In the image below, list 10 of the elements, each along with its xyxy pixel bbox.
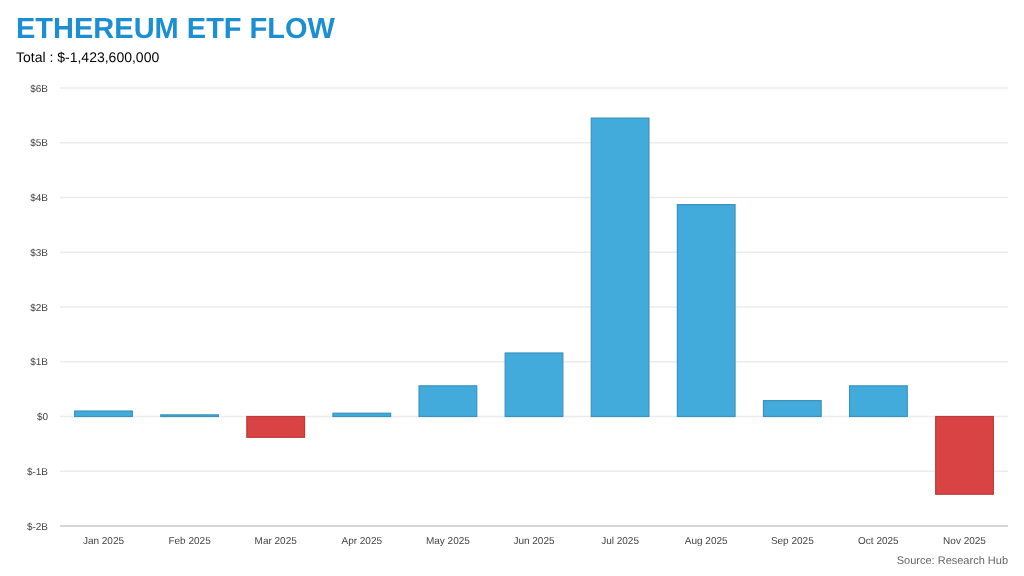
bar bbox=[590, 117, 650, 418]
bar bbox=[676, 204, 736, 418]
bar bbox=[74, 410, 133, 418]
chart-title: ETHEREUM ETF FLOW bbox=[16, 14, 336, 46]
bar bbox=[762, 400, 822, 418]
bar bbox=[246, 415, 306, 438]
bar bbox=[418, 385, 478, 418]
bar bbox=[504, 352, 564, 418]
bar bbox=[935, 415, 994, 495]
bar bbox=[848, 385, 908, 418]
